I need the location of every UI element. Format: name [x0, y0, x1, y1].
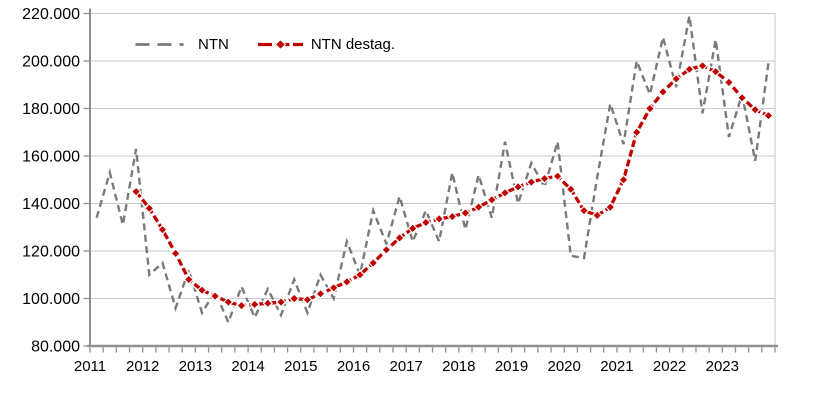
- series-ntn-line: [95, 15, 770, 326]
- x-axis-year-label: 2022: [653, 358, 686, 375]
- x-axis-year-label: 2014: [231, 358, 264, 375]
- ntn-destag-line-sample-icon: [257, 39, 303, 50]
- x-axis-year-label: 2019: [495, 358, 528, 375]
- x-axis-year-label: 2023: [706, 358, 739, 375]
- x-axis-year-label: 2015: [284, 358, 317, 375]
- x-axis-year-label: 2017: [390, 358, 423, 375]
- y-axis-label: 220.000: [22, 6, 80, 23]
- chart-legend: NTN NTN destag.: [134, 36, 395, 53]
- series-ntn-destag-line: [134, 64, 770, 308]
- x-axis-year-label: 2011: [74, 358, 106, 375]
- y-axis-label: 200.000: [22, 54, 80, 71]
- x-axis-year-label: 2021: [600, 358, 633, 375]
- x-axis-year-label: 2013: [179, 358, 212, 375]
- series-ntn-destag-halo: [133, 62, 772, 309]
- x-axis-year-label: 2020: [548, 358, 581, 375]
- y-axis-label: 160.000: [22, 149, 80, 166]
- y-axis-label: 140.000: [22, 196, 80, 213]
- y-axis-label: 120.000: [22, 244, 80, 261]
- x-axis-year-label: 2012: [126, 358, 159, 375]
- legend-label-ntn-destag: NTN destag.: [310, 36, 396, 53]
- legend-item-ntn-destag: NTN destag.: [257, 36, 395, 53]
- series-ntn-destag-markers: [130, 60, 774, 311]
- y-axis-label: 180.000: [22, 101, 80, 118]
- ntn-dashed-line-sample-icon: [135, 43, 190, 46]
- legend-item-ntn: NTN: [134, 36, 229, 53]
- ntn-destag-sample-diamond: [274, 39, 287, 50]
- x-axis-year-label: 2016: [337, 358, 370, 375]
- x-axis-year-label: 2018: [442, 358, 475, 375]
- y-axis-label: 100.000: [22, 291, 80, 308]
- y-axis-label: 80.000: [31, 339, 80, 356]
- legend-label-ntn: NTN: [198, 36, 229, 53]
